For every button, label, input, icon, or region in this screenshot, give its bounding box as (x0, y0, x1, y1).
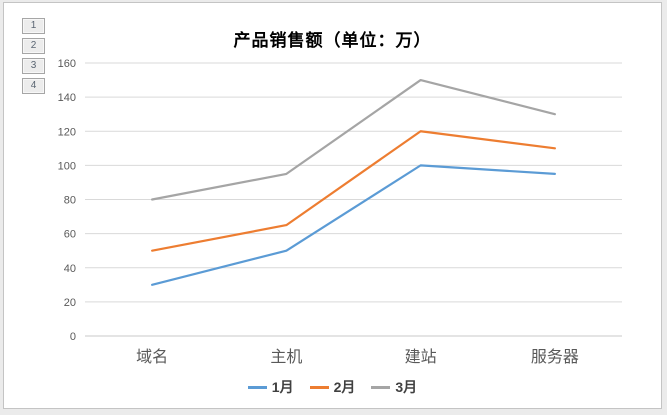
chart-frame (3, 2, 662, 409)
legend-label: 1月 (271, 379, 294, 395)
legend-label: 3月 (395, 379, 418, 395)
y-axis-tick-label: 160 (58, 58, 76, 70)
outline-level-button-3[interactable]: 3 (22, 58, 45, 74)
y-axis-tick-label: 120 (58, 126, 76, 138)
legend-label: 2月 (333, 379, 356, 395)
y-axis-tick-label: 80 (64, 195, 76, 207)
series-line-3月 (151, 78, 556, 201)
chart-legend: 1月 2月 3月 (4, 377, 661, 397)
legend-line-swatch (309, 385, 329, 389)
y-axis-tick-label: 100 (58, 160, 76, 172)
legend-item-3月: 3月 (371, 377, 417, 397)
x-axis-category-label: 主机 (270, 348, 302, 366)
outline-level-button-2[interactable]: 2 (22, 38, 45, 54)
legend-item-2月: 2月 (309, 377, 356, 397)
legend-line-swatch (247, 385, 267, 389)
x-axis-category-label: 建站 (405, 348, 437, 366)
outline-level-button-4[interactable]: 4 (22, 78, 45, 94)
x-axis-category-label: 域名 (136, 348, 168, 366)
outline-level-button-1[interactable]: 1 (22, 18, 45, 34)
legend-line-swatch (371, 385, 391, 389)
legend-item-1月: 1月 (247, 377, 294, 397)
chart-title: 产品销售额（单位：万） (233, 31, 432, 50)
y-axis-tick-label: 60 (64, 229, 76, 241)
x-axis-category-label: 服务器 (531, 348, 579, 366)
series-line-2月 (151, 130, 556, 252)
y-axis-tick-label: 0 (70, 331, 76, 343)
series-line-1月 (151, 164, 556, 286)
y-axis-tick-label: 140 (58, 92, 76, 104)
y-axis-tick-label: 40 (64, 263, 76, 275)
y-axis-tick-label: 20 (64, 297, 76, 309)
